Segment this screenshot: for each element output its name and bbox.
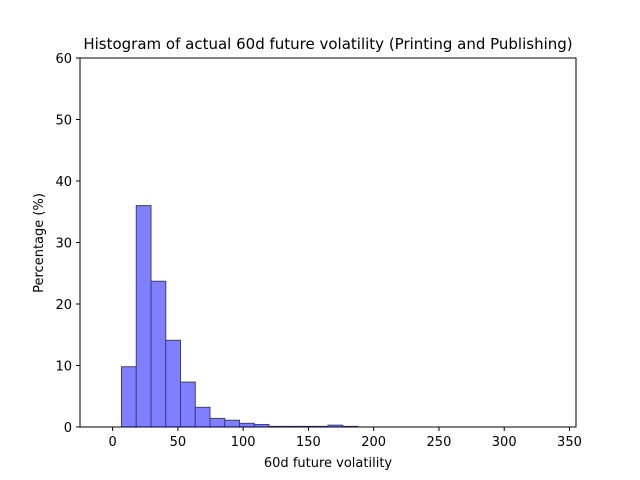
histogram-bar [180, 381, 196, 428]
x-tick-label: 200 [361, 435, 386, 450]
x-tick-label: 150 [296, 435, 321, 450]
y-tick-label: 50 [55, 114, 72, 129]
x-tick-label: 50 [170, 435, 187, 450]
histogram-bar [121, 366, 137, 428]
x-tick-label: 300 [492, 435, 517, 450]
bars-group [121, 205, 358, 428]
y-tick-label: 60 [55, 52, 72, 67]
histogram-bar [165, 339, 182, 428]
histogram-bar [209, 417, 226, 428]
x-axis-label: 60d future volatility [264, 456, 393, 471]
y-tick-label: 0 [64, 421, 72, 436]
y-tick-label: 10 [55, 360, 72, 375]
x-tick-label: 0 [108, 435, 116, 450]
histogram-bar [194, 406, 211, 428]
x-tick-label: 250 [427, 435, 452, 450]
histogram-bar [135, 205, 152, 428]
chart-title: Histogram of actual 60d future volatilit… [83, 35, 572, 53]
x-tick-label: 350 [557, 435, 582, 450]
histogram-bar [224, 419, 241, 428]
y-axis-label: Percentage (%) [32, 193, 47, 293]
histogram-bar [150, 280, 167, 428]
histogram-bar [239, 422, 255, 428]
x-tick-label: 100 [231, 435, 256, 450]
y-tick-label: 30 [55, 237, 72, 252]
y-tick-label: 40 [55, 175, 72, 190]
y-tick-label: 20 [55, 298, 72, 313]
x-axis: 0 50 100 150 200 250 300 350 [108, 427, 582, 450]
y-axis: 0 10 20 30 40 50 60 [55, 52, 80, 436]
